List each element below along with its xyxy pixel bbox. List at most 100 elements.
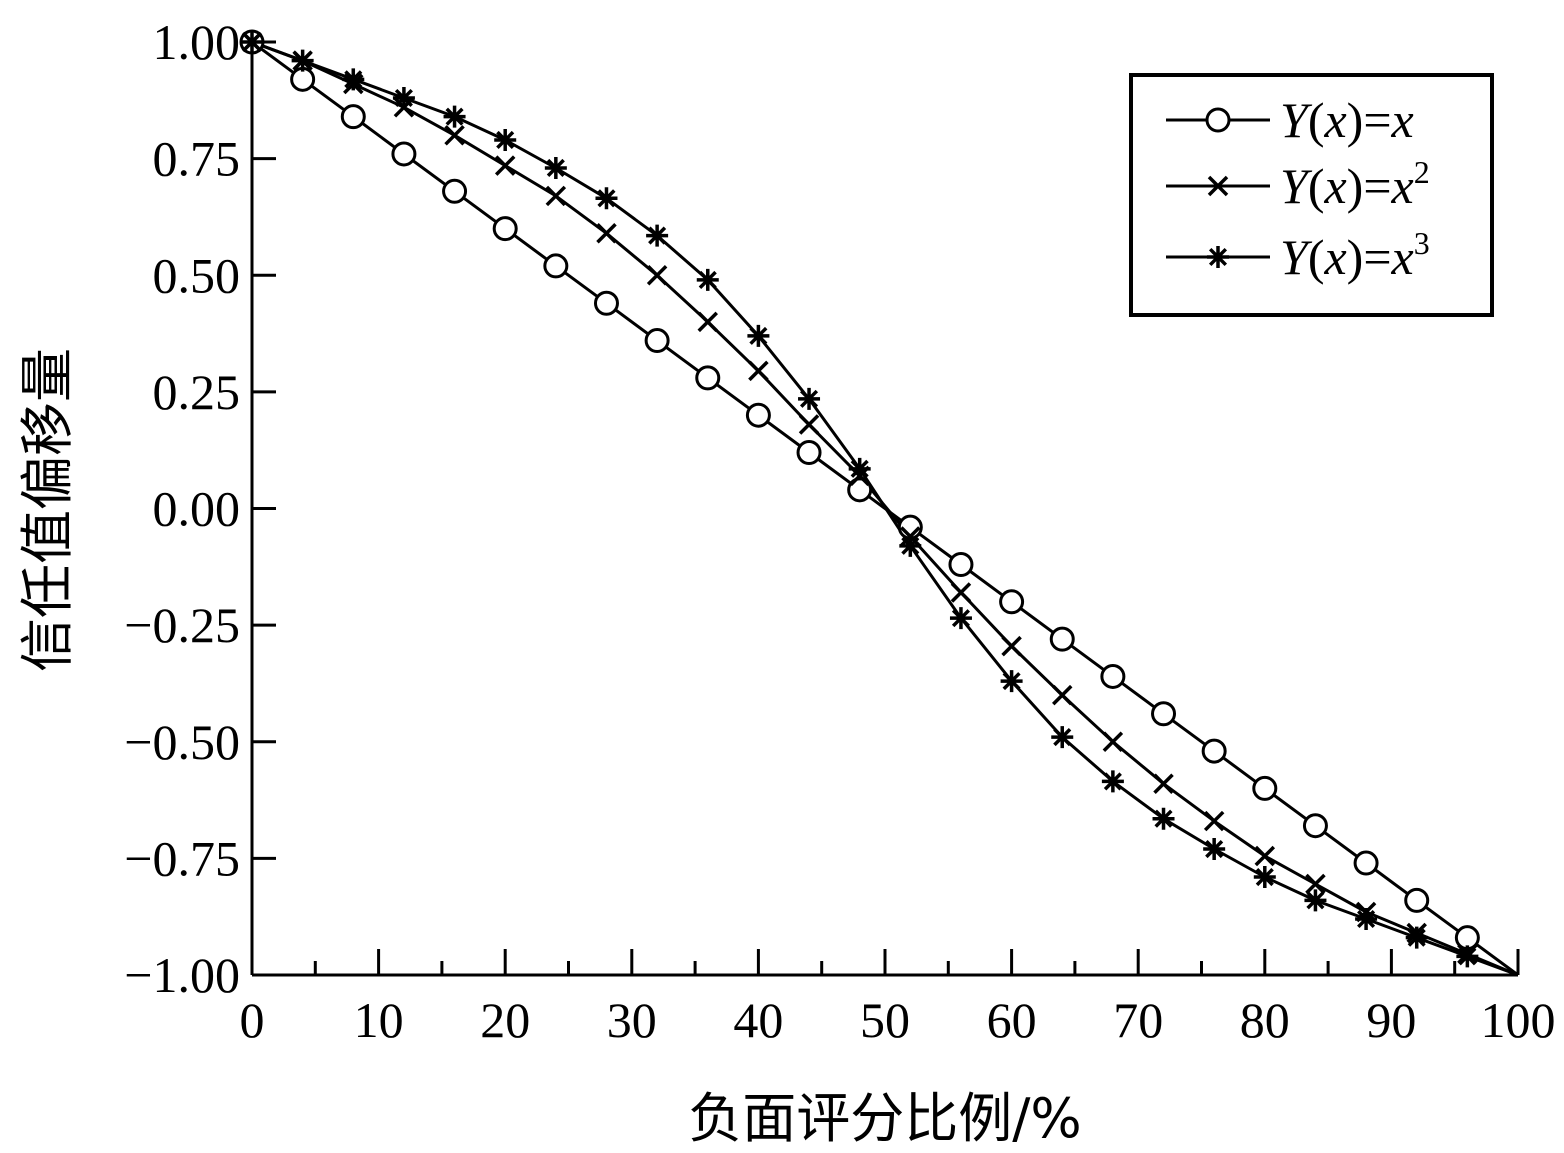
data-point [392,86,415,109]
data-point [948,551,974,577]
data-point [443,105,466,128]
data-point [899,534,922,557]
legend-item: Y(x)=x3 [1166,225,1430,285]
data-point [748,360,769,382]
data-point [1205,107,1231,133]
data-point [444,125,465,146]
data-point [747,324,770,347]
y-tick-label: −0.25 [124,597,240,653]
data-point [696,268,719,291]
y-tick-label: −1.00 [124,947,240,1003]
data-point [646,224,669,247]
x-tick-label: 0 [240,992,265,1048]
data-point [1102,731,1124,752]
data-point [697,311,718,333]
data-point [1207,175,1229,197]
legend-label: Y(x)=x3 [1280,225,1430,285]
y-tick-label: 0.25 [153,364,241,420]
data-point [442,178,468,204]
data-point [494,128,517,151]
x-tick-label: 30 [607,992,657,1048]
data-point [798,387,821,410]
data-point [545,185,567,207]
data-point [241,31,263,53]
data-point [950,582,972,603]
axes: 0 10 20 30 40 50 60 70 80 90 100 1.00 0.75 0.50 0.25 0.… [124,14,1555,1048]
x-axis-title: 负面评分比例/% [688,1087,1082,1150]
data-point [798,414,820,435]
legend: Y(x)=x Y(x)=x2 Y(x)=x3 [1129,73,1494,317]
data-point [1152,807,1175,830]
data-point [1405,926,1428,949]
x-tick-label: 60 [987,992,1037,1048]
series-line [251,40,1519,977]
x-tick-label: 20 [480,992,530,1048]
series-3 [251,40,1519,977]
y-tick-label: 0.75 [153,131,241,187]
legend-item: Y(x)=x [1166,92,1414,148]
data-point [949,607,972,630]
data-point [291,49,314,72]
x-tick-label: 70 [1113,992,1163,1048]
y-axis-title: 信任值偏移量 [16,348,79,672]
data-point [1304,889,1327,912]
data-point [848,457,871,480]
data-point [646,265,668,286]
x-tick-label: 10 [354,992,404,1048]
data-point [999,589,1025,615]
data-point [1302,813,1328,839]
series-3-markers [241,31,1479,968]
data-point [492,216,518,242]
data-point [593,290,619,316]
legend-box [1129,73,1494,317]
x-tick-label: 100 [1481,992,1556,1048]
x-tick-label: 50 [860,992,910,1048]
data-point [1253,866,1276,889]
data-point [1207,246,1229,268]
data-point [1355,908,1378,931]
legend-label: Y(x)=x [1280,92,1414,148]
data-point [340,104,366,130]
data-point [1052,684,1073,706]
data-point [1353,850,1379,876]
data-point [391,141,417,167]
data-point [1100,663,1126,689]
data-point [543,253,569,279]
data-point [1203,838,1226,861]
data-point [1051,726,1074,749]
y-tick-label: −0.75 [124,830,240,886]
data-point [644,328,670,354]
data-point [494,155,516,176]
data-point [1000,670,1023,693]
data-point [1201,738,1227,764]
data-point [1203,810,1225,832]
data-point [1049,626,1075,652]
data-point [1101,770,1124,793]
data-point [695,365,721,391]
y-tick-label: 0.50 [153,247,241,303]
data-point [1001,635,1022,657]
data-point [745,402,771,428]
x-tick-label: 40 [733,992,783,1048]
legend-label: Y(x)=x2 [1280,154,1430,214]
y-tick-label: −0.50 [124,714,240,770]
data-point [1252,775,1278,801]
legend-item: Y(x)=x2 [1166,154,1430,214]
data-point [1404,887,1430,913]
data-point [596,223,617,244]
data-point [1254,845,1276,867]
x-tick-label: 90 [1366,992,1416,1048]
data-point [595,187,618,210]
data-point [796,440,822,466]
series-1-markers [239,29,1480,951]
y-tick-label: 0.00 [153,481,241,537]
data-point [544,156,567,179]
series-layer [239,29,1519,977]
x-tick-label: 80 [1240,992,1290,1048]
data-point [1153,773,1174,794]
data-point [1305,873,1326,895]
data-point [1151,701,1177,727]
data-point [1456,945,1479,968]
data-point [342,68,365,91]
